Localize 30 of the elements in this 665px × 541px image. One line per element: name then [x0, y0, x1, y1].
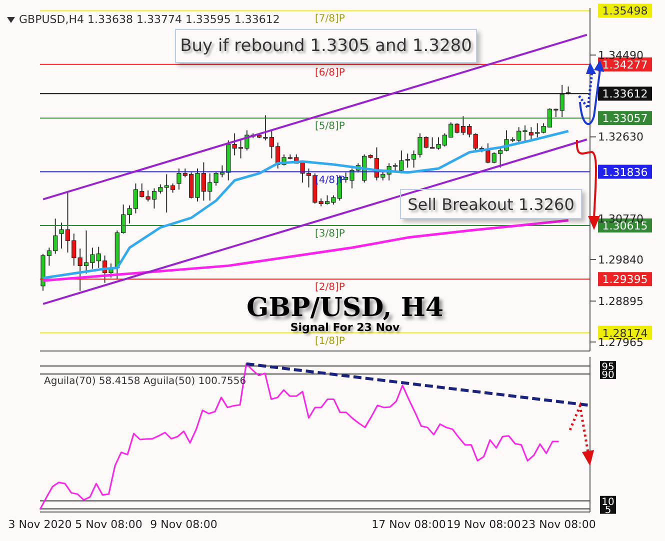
- x-tick-label: 5 Nov 08:00: [75, 518, 142, 531]
- ref-line-label: 1.29395: [602, 273, 648, 286]
- ref-line-label: 1.35498: [602, 4, 648, 18]
- x-tick-label: 9 Nov 08:00: [150, 518, 218, 531]
- ref-line-label: 1.33057: [602, 112, 648, 126]
- text: GBP/USD, H4: [245, 293, 445, 323]
- y-tick-label: 1.32630: [598, 130, 644, 144]
- x-tick-label: 3 Nov 2020: [8, 518, 72, 531]
- y-tick-label: 1.28895: [598, 294, 644, 308]
- y-tick-label: 1.29840: [598, 253, 644, 266]
- ref-line-label: 1.33612: [602, 88, 648, 101]
- ref-line-label: 1.31836: [602, 166, 648, 179]
- annotation: [5/8]P: [315, 121, 345, 132]
- annotation: [3/8]P: [315, 228, 345, 240]
- y-tick-label: 1.27965: [598, 336, 644, 349]
- x-tick-label: 23 Nov 08:00: [522, 518, 596, 531]
- line-series: [39, 363, 560, 510]
- annotation: GBPUSD,H4 1.33638 1.33774 1.33595 1.33612: [19, 13, 280, 26]
- annotation: [1/8]P: [315, 336, 345, 347]
- x-tick-label: 19 Nov 08:00: [446, 518, 521, 531]
- x-tick-label: 17 Nov 08:00: [372, 518, 446, 531]
- annotation: [7/8]P: [315, 14, 345, 25]
- annotation: Buy if rebound 1.3305 and 1.3280: [175, 29, 477, 63]
- y-tick-label: 90: [602, 370, 614, 381]
- candlestick: [560, 84, 564, 118]
- ref-line-label: 1.34277: [602, 58, 648, 72]
- annotation: [2/8]P: [315, 282, 345, 294]
- text: Signal For 23 Nov: [289, 321, 401, 334]
- annotation: Sell Breakout 1.3260: [400, 189, 582, 219]
- annotation: [6/8]P: [315, 67, 345, 78]
